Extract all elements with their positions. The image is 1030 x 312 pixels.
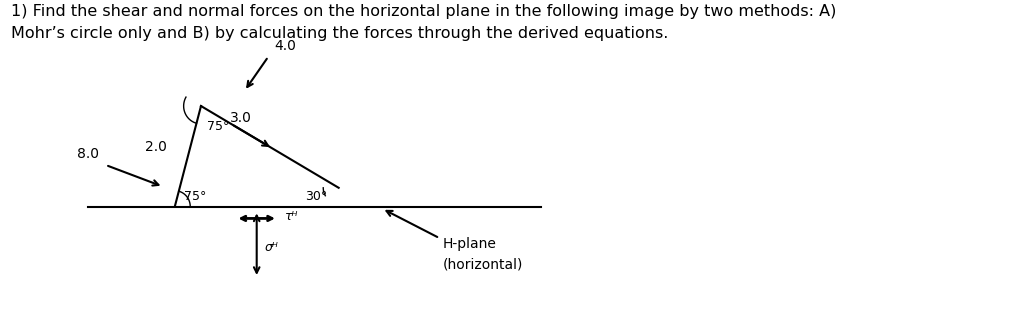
Text: 3.0: 3.0	[230, 111, 251, 125]
Text: 4.0: 4.0	[274, 38, 296, 52]
Text: τᴴ: τᴴ	[284, 210, 298, 223]
Text: Mohr’s circle only and B) by calculating the forces through the derived equation: Mohr’s circle only and B) by calculating…	[11, 26, 668, 41]
Text: σᴴ: σᴴ	[265, 241, 278, 254]
Text: 30°: 30°	[305, 190, 328, 202]
Text: 1) Find the shear and normal forces on the horizontal plane in the following ima: 1) Find the shear and normal forces on t…	[11, 4, 836, 19]
Text: (horizontal): (horizontal)	[443, 257, 523, 271]
Text: H-plane: H-plane	[443, 237, 496, 251]
Text: 75°: 75°	[207, 120, 229, 133]
Text: 2.0: 2.0	[145, 140, 167, 154]
Text: 75°: 75°	[184, 190, 207, 202]
Text: 8.0: 8.0	[76, 147, 99, 161]
